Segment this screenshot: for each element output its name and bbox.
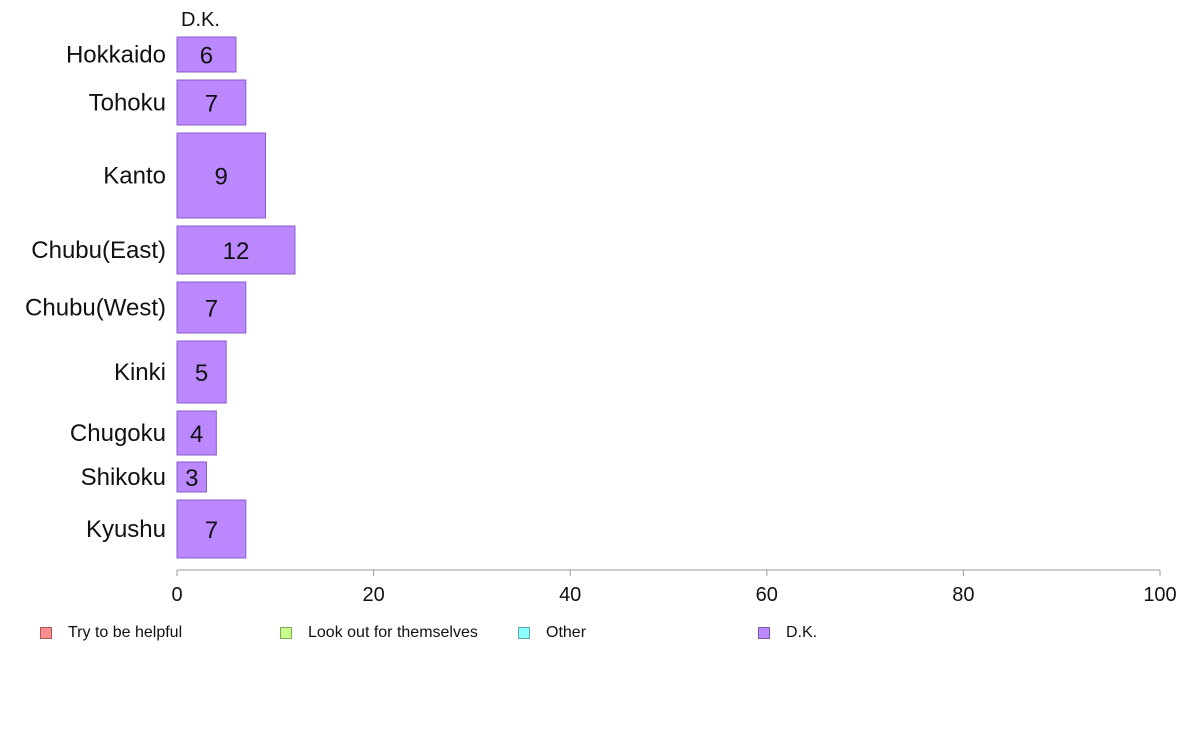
bars-group: Hokkaido 6 Tohoku 7 Kanto 9 Chubu(East) 12 Chubu… [25, 36, 296, 559]
legend-swatch [518, 627, 530, 639]
x-tick-label: 60 [756, 584, 778, 606]
legend-item: Look out for themselves [280, 624, 478, 642]
category-label: Chubu(East) [31, 237, 166, 264]
data-label: 5 [195, 360, 208, 387]
bar-d-k- [176, 461, 207, 493]
category-label: Kinki [114, 359, 166, 386]
category-label: Chubu(West) [25, 295, 166, 322]
legend-swatch [758, 627, 770, 639]
category-label: Tohoku [89, 90, 166, 117]
legend-swatch [280, 627, 292, 639]
x-tick-label: 100 [1143, 584, 1176, 606]
x-axis: 0 20 40 60 80 100 [171, 569, 1177, 606]
legend-label: Other [546, 624, 587, 641]
legend-item: Other [518, 624, 586, 642]
data-label: 9 [215, 164, 228, 191]
bar-d-k- [176, 340, 227, 404]
category-label: Kanto [103, 163, 166, 190]
bar-d-k- [176, 225, 296, 275]
category-label: Hokkaido [66, 42, 166, 69]
bar-d-k- [176, 499, 247, 559]
bar-d-k- [176, 410, 217, 456]
bar-d-k- [176, 281, 247, 334]
x-tick-label: 0 [171, 584, 182, 606]
data-label: 7 [205, 296, 218, 323]
x-tick-label: 20 [362, 584, 384, 606]
data-label: 3 [185, 465, 198, 492]
data-label: 7 [205, 517, 218, 544]
data-label: 6 [200, 43, 213, 70]
column-header: D.K. [181, 9, 220, 31]
legend-label: D.K. [786, 624, 818, 641]
legend-label: Try to be helpful [68, 624, 183, 641]
category-label: Chugoku [70, 420, 166, 447]
legend-label: Look out for themselves [308, 624, 478, 641]
legend-swatch [40, 627, 52, 639]
x-tick-label: 40 [559, 584, 581, 606]
data-label: 4 [190, 421, 203, 448]
category-label: Kyushu [86, 516, 166, 543]
bar-d-k- [176, 36, 237, 73]
legend-item: Try to be helpful [40, 624, 182, 642]
bar-d-k- [176, 132, 266, 219]
category-label: Shikoku [81, 464, 166, 491]
stacked-bar-chart: D.K. Hokkaido 6 Tohoku 7 Kanto 9 Chubu(East) 12… [25, 9, 1177, 606]
bar-d-k- [176, 79, 247, 126]
legend-item: D.K. [758, 624, 817, 642]
legend: Try to be helpful Look out for themselves… [40, 624, 1180, 646]
x-tick-label: 80 [952, 584, 974, 606]
data-label: 7 [205, 91, 218, 118]
data-label: 12 [223, 238, 250, 265]
